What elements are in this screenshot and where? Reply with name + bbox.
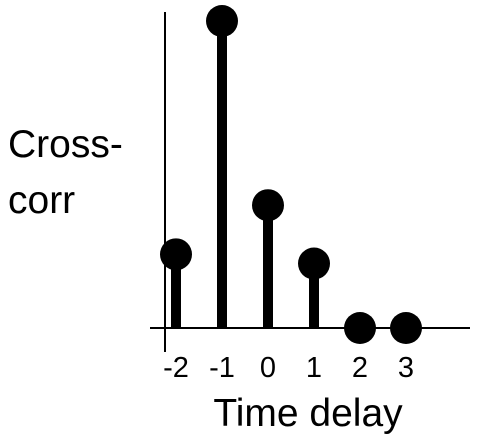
x-tick-label: 1 [306,352,322,384]
stems-group [160,5,422,344]
tick-labels-group: -2 -1 0 1 2 3 [163,352,414,384]
y-axis-label-line-1: Cross- [8,123,123,166]
stem-marker [390,312,422,344]
x-tick-label: 2 [352,352,368,384]
stem-marker [298,247,330,280]
stem-marker [252,189,284,222]
x-tick-label: 3 [398,352,414,384]
y-axis-label-line-2: corr [8,179,75,222]
stem-marker [344,312,376,344]
stem-marker [206,5,238,37]
x-tick-label: -2 [163,352,189,384]
x-tick-label: -1 [209,352,235,384]
x-axis-label: Time delay [213,392,403,435]
x-tick-label: 0 [260,352,276,384]
stem-marker [160,238,192,271]
